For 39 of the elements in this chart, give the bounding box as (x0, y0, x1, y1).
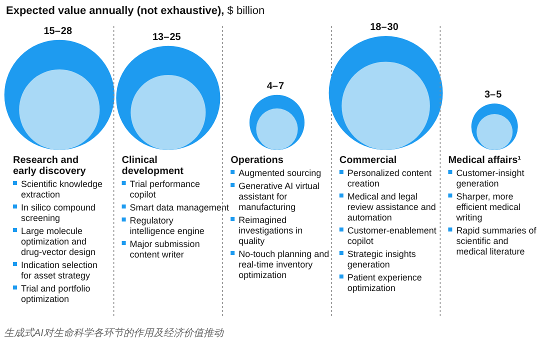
data-label: 7 (278, 80, 284, 92)
category-label: Research and early discovery (13, 155, 86, 177)
text: Trial and portfolio optimization (21, 284, 90, 304)
text: Customer-enablement copilot (347, 226, 436, 246)
data-label: 30 (387, 22, 399, 33)
text: Strategic insights generation (347, 249, 416, 270)
text: Personalized content creation (347, 168, 432, 188)
text: Indication selection for asset strategy (21, 260, 98, 280)
text: Customer-insight generation (456, 168, 524, 188)
category-label: Commercial (339, 155, 397, 166)
text: $ billion (224, 5, 265, 17)
text: Augmented sourcing (238, 168, 322, 178)
data-label: 15– (44, 26, 61, 37)
data-label: 5 (496, 89, 502, 100)
text: Rapid summaries of scientific and medical literature (456, 226, 536, 256)
data-label: 28 (60, 26, 72, 37)
text: Expected value annually (not exhaustive), (6, 5, 224, 17)
text: Patient experience optimization (347, 272, 422, 293)
text: Scientific knowledge extraction (21, 179, 103, 200)
data-label: 3– (484, 89, 496, 100)
data-label: 25 (170, 32, 182, 43)
text: Medical and legal review assistance and automation (347, 192, 436, 222)
text: Generative AI virtual assistant for manufacturing (238, 181, 320, 212)
text: In silico compound screening (21, 202, 96, 223)
text: Sharper, more efficient medical writing (456, 192, 521, 222)
category-label: Operations (230, 155, 284, 166)
text: Large molecule optimization and drug-vector design (21, 226, 96, 257)
data-label: 13– (152, 32, 170, 43)
category-label: Medical affairs¹ (448, 155, 522, 166)
text: Reimagined investigations in quality (238, 215, 303, 246)
text: Trial performance copilot (130, 179, 200, 200)
data-label: 18– (370, 22, 388, 33)
category-label: Clinical development (122, 155, 184, 177)
text: Regulatory intelligence engine (130, 216, 204, 236)
text: 生成式AI对生命科学各环节的作用及经济价值推动 (4, 327, 224, 339)
text: Smart data management (130, 202, 229, 212)
text: Major submission content writer (130, 239, 200, 260)
data-label: 4– (266, 80, 278, 92)
text: No-touch planning and real-time inventory optimization (238, 249, 330, 280)
